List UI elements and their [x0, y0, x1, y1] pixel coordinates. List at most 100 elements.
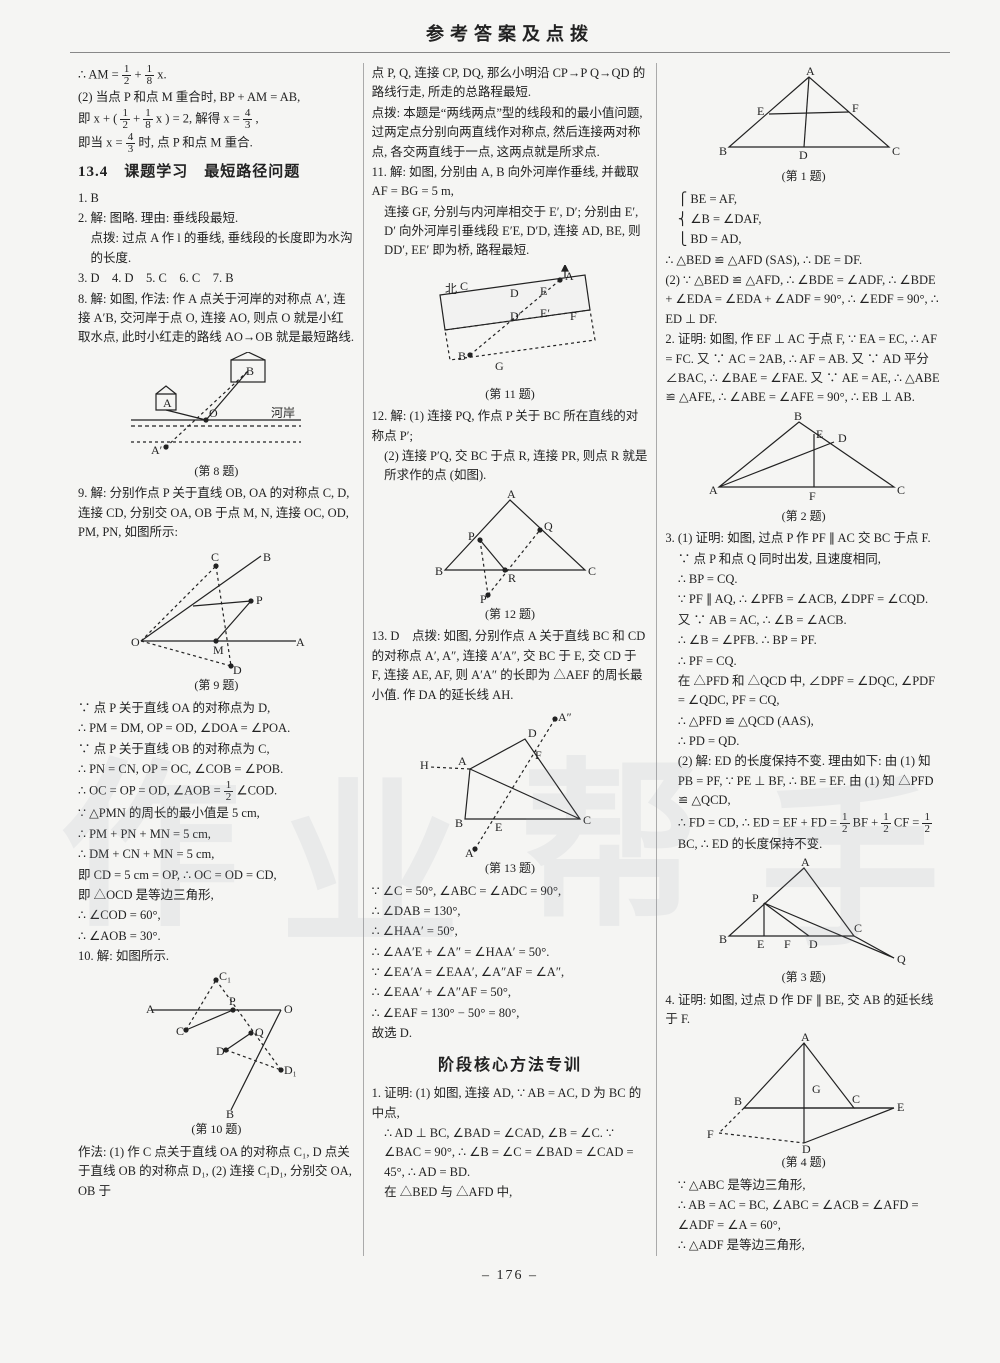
c3-brace3: ⎩ BD = AD,	[665, 230, 942, 249]
svg-text:D: D	[799, 148, 808, 162]
svg-text:C: C	[897, 483, 905, 497]
figure-p2-caption: (第 2 题)	[665, 507, 942, 526]
page-number: – 176 –	[70, 1268, 950, 1284]
c3-b3l: ∴ FD = CD, ∴ ED = EF + FD = 12 BF + 12 C…	[665, 812, 942, 854]
svg-text:F: F	[707, 1127, 714, 1141]
svg-text:C: C	[854, 921, 862, 935]
svg-text:D: D	[233, 663, 242, 676]
svg-text:D′: D′	[510, 309, 522, 323]
frac: 12	[122, 64, 132, 87]
figure-9: C B P O M A D (第 9 题)	[78, 546, 355, 695]
figure-8-caption: (第 8 题)	[78, 462, 355, 481]
svg-text:C: C	[852, 1092, 860, 1106]
c3-b3d: ∵ PF ∥ AQ, ∴ ∠PFB = ∠ACB, ∠DPF = ∠CQD.	[665, 590, 942, 609]
svg-text:北: 北	[445, 282, 457, 296]
figure-p1-svg: A F E B D C	[699, 67, 909, 167]
c3-b2: 2. 证明: 如图, 作 EF ⊥ AC 于点 F, ∵ EA = EC, ∴ …	[665, 330, 942, 408]
frac: 43	[126, 132, 136, 155]
svg-text:A: A	[565, 269, 574, 283]
c2-a13b2: ∴ ∠DAB = 130°,	[372, 902, 649, 921]
c1-a9b3: ∵ 点 P 关于直线 OB 的对称点为 C,	[78, 740, 355, 759]
svg-text:C: C	[583, 813, 591, 827]
figure-10: C₁ A P O C Q D D₁ B (第 10 题)	[78, 970, 355, 1139]
c2-a11: 11. 解: 如图, 分别由 A, B 向外河岸作垂线, 并截取 AF = BG…	[372, 163, 649, 202]
svg-text:G: G	[812, 1082, 821, 1096]
svg-text:G: G	[495, 359, 504, 373]
c1-a9: 9. 解: 分别作点 P 关于直线 OB, OA 的对称点 C, D, 连接 C…	[78, 484, 355, 542]
figure-p1-caption: (第 1 题)	[665, 167, 942, 186]
svg-text:P: P	[468, 529, 475, 543]
svg-text:P: P	[229, 994, 236, 1008]
figure-p3: A P B E F D C Q (第 3 题)	[665, 858, 942, 987]
figure-p2-svg: B E D A F C	[694, 412, 914, 507]
svg-text:A: A	[806, 67, 815, 78]
page-root: 参考答案及点拨 ∴ AM = 12 + 18 x. (2) 当点 P 和点 M …	[0, 0, 1000, 1314]
c1-a9b2: ∴ PM = DM, OP = OD, ∠DOA = ∠POA.	[78, 719, 355, 738]
columns: ∴ AM = 12 + 18 x. (2) 当点 P 和点 M 重合时, BP …	[70, 63, 950, 1256]
figure-11: 北 C A D E D′ E′ F B G (第 11 题)	[372, 265, 649, 404]
c2-l1: 点 P, Q, 连接 CP, DQ, 那么小明沿 CP→P Q→QD 的路线行走…	[372, 64, 649, 103]
figure-12-svg: A Q P B R C P′	[410, 490, 610, 605]
svg-text:E: E	[757, 937, 764, 951]
figure-10-caption: (第 10 题)	[78, 1120, 355, 1139]
svg-text:C: C	[460, 279, 468, 293]
figure-13-caption: (第 13 题)	[372, 859, 649, 878]
svg-text:B: B	[263, 550, 271, 564]
text: 时, 点 P 和点 M 重合.	[138, 136, 252, 150]
svg-text:E: E	[816, 427, 823, 441]
figure-12: A Q P B R C P′ (第 12 题)	[372, 490, 649, 624]
figure-p3-svg: A P B E F D C Q	[694, 858, 914, 968]
c3-b3k: (2) 解: ED 的长度保持不变. 理由如下: 由 (1) 知 PB = PF…	[665, 752, 942, 810]
figure-8-svg: B A 河岸 O A′	[121, 352, 311, 462]
figure-11-caption: (第 11 题)	[372, 385, 649, 404]
svg-text:F: F	[535, 748, 542, 762]
svg-text:P: P	[256, 593, 263, 607]
c1-a9b6: ∵ △PMN 的周长的最小值是 5 cm,	[78, 804, 355, 823]
c2-a13b4: ∴ ∠AA′E + ∠A″ = ∠HAA′ = 50°.	[372, 943, 649, 962]
svg-text:A′: A′	[465, 846, 477, 859]
c1-a2: 2. 解: 图略. 理由: 垂线段最短.	[78, 209, 355, 228]
svg-text:B: B	[719, 144, 727, 158]
svg-text:A: A	[801, 858, 810, 869]
svg-text:A′: A′	[151, 443, 163, 457]
svg-text:D: D	[802, 1142, 811, 1153]
svg-text:E: E	[540, 284, 547, 298]
svg-text:A: A	[507, 490, 516, 501]
svg-text:F: F	[784, 937, 791, 951]
c3-b3c: ∴ BP = CQ.	[665, 570, 942, 589]
svg-text:B: B	[794, 412, 802, 423]
c3-b3e: 又 ∵ AB = AC, ∴ ∠B = ∠ACB.	[665, 611, 942, 630]
c2-a13b6: ∴ ∠EAA′ + ∠A″AF = 50°,	[372, 983, 649, 1002]
section-stage-title: 阶段核心方法专训	[372, 1054, 649, 1079]
c1-a9b4: ∴ PN = CN, OP = OC, ∠COB = ∠POB.	[78, 760, 355, 779]
text: x.	[157, 67, 166, 81]
section-13-4-title: 13.4 课题学习 最短路径问题	[78, 161, 355, 184]
column-2: 点 P, Q, 连接 CP, DQ, 那么小明沿 CP→P Q→QD 的路线行走…	[363, 63, 657, 1256]
figure-8: B A 河岸 O A′	[78, 352, 355, 481]
frac: 43	[243, 108, 253, 131]
svg-text:A: A	[146, 1002, 155, 1016]
svg-text:D: D	[216, 1044, 225, 1058]
text: +	[134, 67, 144, 81]
c1-a3: 3. D 4. D 5. C 6. C 7. B	[78, 269, 355, 288]
frac: 12	[840, 812, 850, 835]
svg-text:C: C	[176, 1024, 184, 1038]
text: +	[133, 112, 143, 126]
c2-b1c: 在 △BED 与 △AFD 中,	[372, 1183, 649, 1202]
c1-a9b11: ∴ ∠COD = 60°,	[78, 906, 355, 925]
svg-text:A″: A″	[558, 710, 572, 724]
c2-a12b: (2) 连接 P′Q, 交 BC 于点 R, 连接 PR, 则点 R 就是所求作…	[372, 447, 649, 486]
svg-text:A: A	[163, 396, 172, 410]
figure-12-caption: (第 12 题)	[372, 605, 649, 624]
svg-text:A: A	[296, 635, 305, 649]
figure-10-svg: C₁ A P O C Q D D₁ B	[121, 970, 311, 1120]
figure-p4: A G B C E F D (第 4 题)	[665, 1033, 942, 1172]
c1-a10b: 作法: (1) 作 C 点关于直线 OA 的对称点 C₁, D 点关于直线 OB…	[78, 1143, 355, 1201]
frac: 12	[881, 812, 891, 835]
c1-a9b10: 即 △OCD 是等边三角形,	[78, 886, 355, 905]
text: CF =	[894, 815, 923, 829]
svg-text:B: B	[435, 564, 443, 578]
c2-a13: 13. D 点拨: 如图, 分别作点 A 关于直线 BC 和 CD 的对称点 A…	[372, 627, 649, 705]
svg-text:B: B	[226, 1107, 234, 1120]
figure-9-svg: C B P O M A D	[121, 546, 311, 676]
